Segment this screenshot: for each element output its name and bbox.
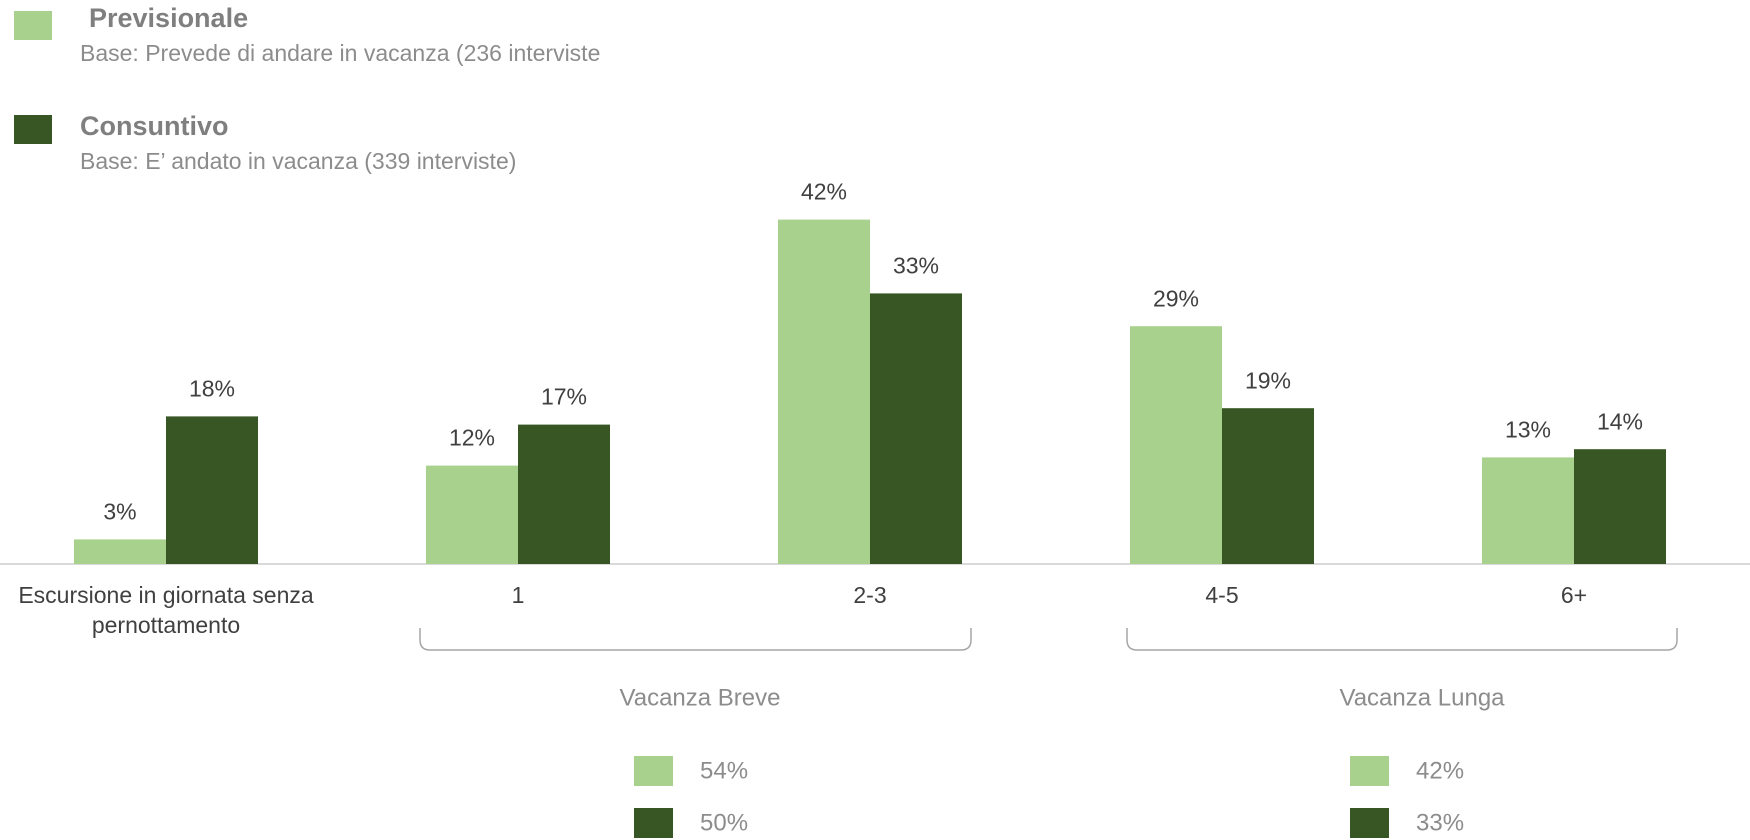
- legend-base: Base: E’ andato in vacanza (339 intervis…: [80, 148, 516, 174]
- bar: [1222, 408, 1314, 564]
- bar: [1130, 326, 1222, 564]
- group-swatch: [634, 808, 673, 838]
- group-label: Vacanza Breve: [620, 684, 781, 711]
- legend-swatch: [14, 11, 52, 40]
- bar: [1574, 449, 1666, 564]
- value-label: 18%: [189, 375, 235, 401]
- group-swatch: [1350, 756, 1389, 786]
- value-label: 19%: [1245, 367, 1291, 393]
- legend-base: Base: Prevede di andare in vacanza (236 …: [80, 40, 600, 66]
- bar: [426, 465, 518, 564]
- bracket: [419, 628, 972, 651]
- x-tick-label: 1: [511, 582, 525, 608]
- bar: [166, 416, 258, 564]
- x-tick-label: 4-5: [1205, 582, 1239, 608]
- group-swatch: [634, 756, 673, 786]
- legend-swatch: [14, 115, 52, 144]
- x-tick-label: Escursione in giornata senza pernottamen…: [18, 582, 314, 638]
- value-label: 17%: [541, 384, 587, 410]
- legend-label: Consuntivo: [80, 111, 229, 141]
- value-label: 33%: [893, 252, 939, 278]
- group-value: 42%: [1416, 757, 1464, 784]
- bar: [870, 293, 962, 564]
- x-tick-label: 2-3: [853, 582, 887, 608]
- group-value: 50%: [700, 809, 748, 836]
- value-label: 14%: [1597, 408, 1643, 434]
- group-value: 33%: [1416, 809, 1464, 836]
- bracket: [1126, 628, 1678, 651]
- value-label: 42%: [801, 179, 847, 205]
- group-value: 54%: [700, 757, 748, 784]
- value-label: 29%: [1153, 285, 1199, 311]
- bar: [518, 424, 610, 564]
- group-swatch: [1350, 808, 1389, 838]
- value-label: 12%: [449, 425, 495, 451]
- group-label: Vacanza Lunga: [1339, 684, 1505, 711]
- legend-label: Previsionale: [89, 3, 248, 33]
- bar: [74, 539, 166, 564]
- bar: [778, 219, 870, 564]
- bar: [1482, 457, 1574, 564]
- x-tick-label: 6+: [1560, 582, 1588, 608]
- value-label: 13%: [1505, 416, 1551, 442]
- value-label: 3%: [103, 498, 136, 524]
